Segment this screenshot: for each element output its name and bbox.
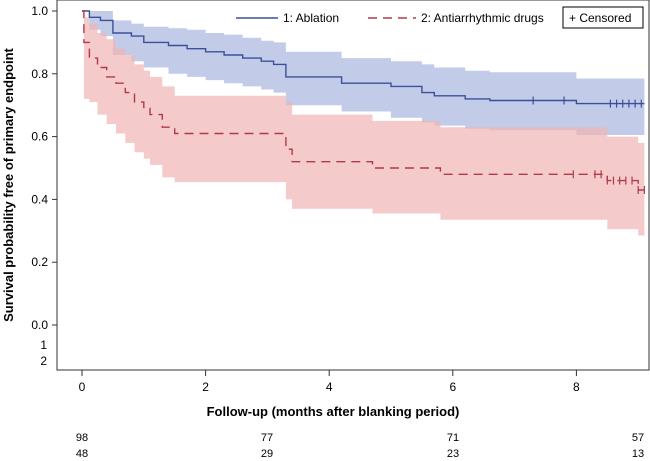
at-risk-count: 13 (632, 448, 644, 460)
ablation-confidence-band (82, 11, 645, 135)
survival-curves (82, 10, 645, 191)
risk-group-label-2: 2 (40, 354, 47, 368)
at-risk-count: 98 (76, 432, 88, 444)
x-tick-label: 4 (326, 380, 333, 394)
at-risk-count: 57 (632, 432, 644, 444)
at-risk-count: 71 (447, 432, 459, 444)
at-risk-table: 98 77 71 57 48 29 23 13 (76, 432, 644, 460)
axis-ticks: 0.0 0.2 0.4 0.6 0.8 1.0 0 2 4 6 8 (31, 4, 580, 394)
y-tick-label: 0.2 (31, 255, 48, 269)
legend-censored-label: + Censored (569, 11, 631, 25)
at-risk-count: 29 (261, 448, 273, 460)
legend-drugs-label: 2: Antiarrhythmic drugs (421, 11, 544, 25)
y-axis-label: Survival probability free of primary end… (1, 47, 16, 321)
drugs-survival-curve (82, 10, 645, 191)
legend: 1: Ablation 2: Antiarrhythmic drugs + Ce… (236, 6, 644, 29)
risk-group-label-1: 1 (40, 338, 47, 352)
x-tick-label: 8 (573, 380, 580, 394)
ablation-survival-curve (82, 10, 645, 105)
at-risk-count: 48 (76, 448, 88, 460)
at-risk-count: 23 (447, 448, 459, 460)
plot-frame (56, 0, 650, 371)
x-tick-label: 6 (449, 380, 456, 394)
y-tick-label: 0.4 (31, 192, 48, 206)
confidence-bands (82, 11, 645, 236)
y-tick-label: 1.0 (31, 4, 48, 18)
censor-marks (532, 96, 645, 194)
x-tick-label: 2 (202, 380, 209, 394)
y-tick-label: 0.0 (31, 318, 48, 332)
at-risk-count: 77 (261, 432, 273, 444)
x-tick-label: 0 (79, 380, 86, 394)
legend-censored-box (562, 6, 644, 29)
x-axis-label: Follow-up (months after blanking period) (207, 404, 460, 419)
y-tick-label: 0.8 (31, 67, 48, 81)
y-tick-label: 0.6 (31, 130, 48, 144)
legend-ablation-label: 1: Ablation (283, 11, 339, 25)
drugs-confidence-band (82, 11, 645, 236)
